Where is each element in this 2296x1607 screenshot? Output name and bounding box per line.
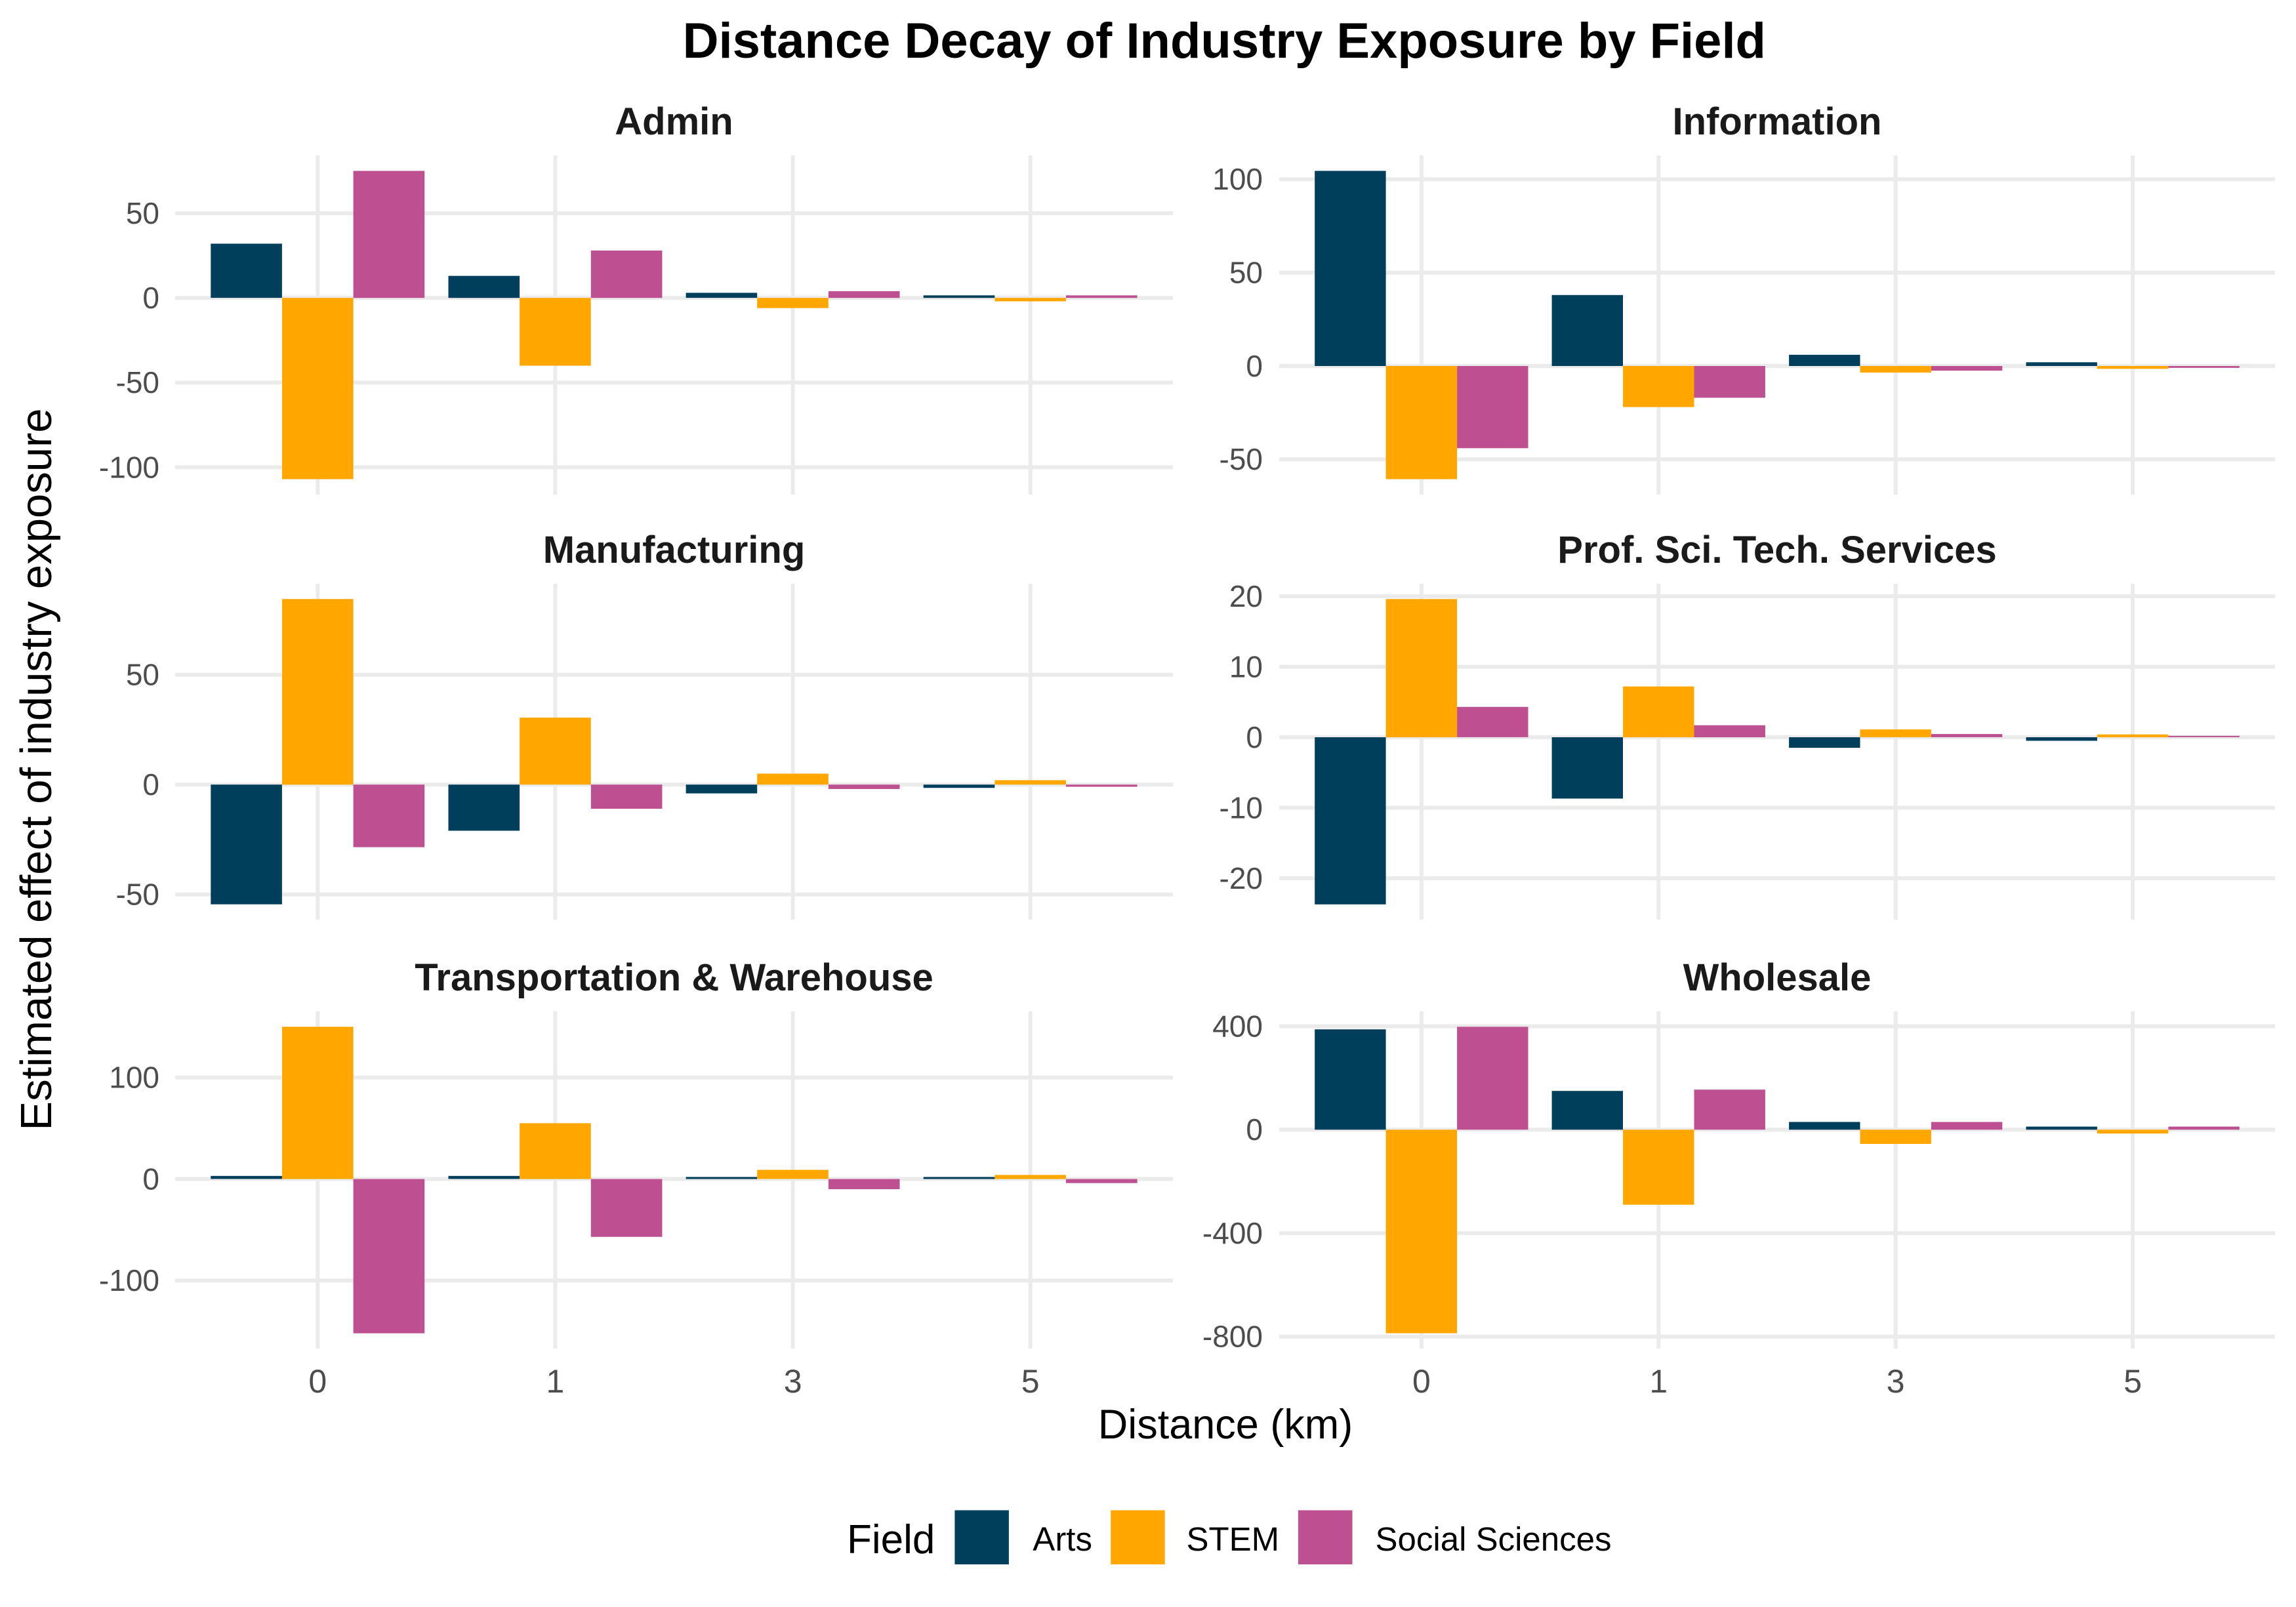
svg-text:-20: -20 [1220,861,1263,895]
svg-text:0: 0 [308,1363,327,1400]
svg-text:10: 10 [1229,649,1263,683]
svg-text:Distance (km): Distance (km) [1098,1402,1353,1448]
svg-text:-100: -100 [99,450,159,484]
svg-text:Wholesale: Wholesale [1683,956,1872,999]
svg-text:0: 0 [142,767,159,802]
svg-text:Field: Field [847,1517,935,1562]
svg-text:50: 50 [1229,256,1263,290]
svg-text:0: 0 [142,281,159,315]
svg-text:Prof. Sci. Tech. Services: Prof. Sci. Tech. Services [1557,529,1996,571]
svg-text:Arts: Arts [1033,1520,1092,1558]
svg-text:-100: -100 [99,1263,159,1297]
svg-text:0: 0 [142,1162,159,1196]
svg-text:-50: -50 [116,878,159,912]
svg-text:3: 3 [784,1363,802,1400]
svg-text:Information: Information [1673,100,1882,143]
svg-text:-10: -10 [1220,790,1263,824]
svg-text:STEM: STEM [1187,1520,1280,1558]
svg-text:-50: -50 [116,365,159,399]
svg-text:0: 0 [1412,1363,1431,1400]
svg-text:0: 0 [1246,349,1263,383]
svg-text:1: 1 [546,1363,564,1400]
svg-text:-800: -800 [1202,1320,1263,1354]
svg-text:50: 50 [126,658,159,692]
svg-text:100: 100 [1212,162,1263,196]
svg-text:Admin: Admin [615,100,733,143]
svg-text:1: 1 [1649,1363,1668,1400]
svg-text:Social Sciences: Social Sciences [1376,1520,1612,1558]
svg-text:50: 50 [126,196,159,230]
svg-text:400: 400 [1212,1009,1263,1044]
svg-text:-50: -50 [1220,442,1263,476]
svg-text:0: 0 [1246,720,1263,754]
svg-text:Manufacturing: Manufacturing [543,529,806,571]
svg-text:20: 20 [1229,579,1263,613]
svg-text:Distance Decay of Industry Exp: Distance Decay of Industry Exposure by F… [683,13,1766,69]
svg-text:Transportation & Warehouse: Transportation & Warehouse [415,956,933,999]
svg-text:0: 0 [1246,1112,1263,1147]
svg-text:Estimated effect of industry e: Estimated effect of industry exposure [12,408,61,1130]
svg-text:100: 100 [109,1061,159,1095]
svg-text:-400: -400 [1202,1216,1263,1250]
svg-text:5: 5 [2123,1363,2142,1400]
svg-text:3: 3 [1887,1363,1905,1400]
svg-text:5: 5 [1021,1363,1040,1400]
